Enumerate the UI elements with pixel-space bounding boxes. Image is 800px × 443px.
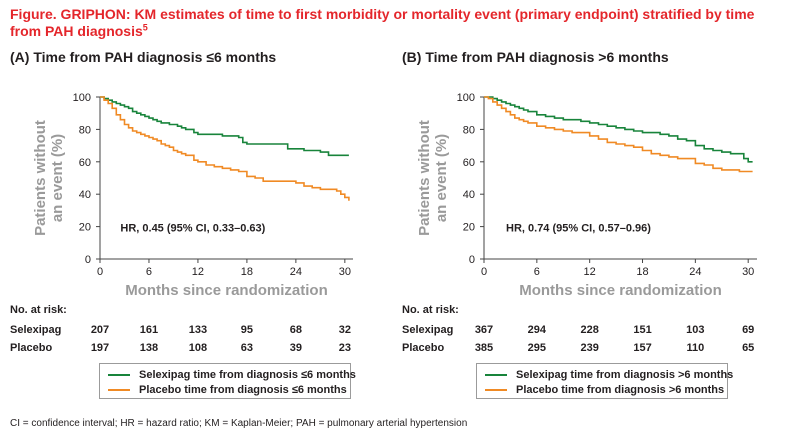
km-curve-placebo (484, 96, 753, 173)
legend-label-selexipag: Selexipag time from diagnosis >6 months (516, 369, 734, 381)
legend-swatch-placebo (485, 389, 507, 391)
figure-title-text: Figure. GRIPHON: KM estimates of time to… (10, 6, 755, 39)
y-tick-label: 60 (79, 157, 91, 169)
y-tick-label: 20 (79, 222, 91, 234)
x-tick-label: 18 (241, 266, 253, 278)
risk-count: 110 (686, 342, 705, 354)
y-axis-label-line1: Patients without (416, 120, 433, 236)
legend-label-placebo: Placebo time from diagnosis ≤6 months (139, 384, 347, 396)
risk-count: 68 (289, 324, 302, 336)
risk-count: 32 (338, 324, 351, 336)
hazard-ratio-annotation: HR, 0.45 (95% CI, 0.33–0.63) (120, 222, 265, 234)
legend-item-placebo: Placebo time from diagnosis ≤6 months (108, 383, 347, 397)
legend-swatch-selexipag (108, 374, 130, 376)
risk-count: 207 (90, 324, 110, 336)
legend-label-placebo: Placebo time from diagnosis >6 months (516, 384, 725, 396)
y-tick-label: 20 (463, 222, 475, 234)
legend-label-selexipag: Selexipag time from diagnosis ≤6 months (139, 369, 356, 381)
legend-item-selexipag: Selexipag time from diagnosis >6 months (485, 368, 733, 382)
y-tick-label: 0 (85, 254, 91, 266)
x-tick-label: 6 (534, 266, 540, 278)
legend-panel-a: Selexipag time from diagnosis ≤6 months … (99, 363, 356, 399)
legend-item-placebo: Placebo time from diagnosis >6 months (485, 383, 724, 397)
x-tick-label: 12 (192, 266, 204, 278)
risk-count: 385 (474, 342, 494, 354)
risk-count: 23 (338, 342, 351, 354)
risk-count: 138 (139, 342, 159, 354)
risk-row-label: Selexipag (10, 324, 62, 336)
risk-row-label: Placebo (10, 342, 53, 354)
legend-swatch-selexipag (485, 374, 507, 376)
legend-item-selexipag: Selexipag time from diagnosis ≤6 months (108, 368, 356, 382)
legend-swatch-placebo (108, 389, 130, 391)
risk-count: 367 (474, 324, 494, 336)
y-tick-label: 100 (73, 92, 91, 104)
risk-row-label: Selexipag (402, 324, 454, 336)
risk-count: 157 (633, 342, 652, 354)
y-tick-label: 40 (463, 189, 475, 201)
risk-count: 197 (90, 342, 110, 354)
x-tick-label: 30 (742, 266, 754, 278)
hazard-ratio-annotation: HR, 0.74 (95% CI, 0.57–0.96) (506, 222, 651, 234)
figure-title-superscript: 5 (142, 22, 148, 33)
risk-count: 151 (633, 324, 652, 336)
km-curve-selexipag (100, 96, 349, 157)
risk-table-header: No. at risk: (402, 304, 459, 316)
y-tick-label: 60 (463, 157, 475, 169)
x-tick-label: 24 (689, 266, 701, 278)
km-curve-selexipag (484, 96, 753, 163)
risk-count: 161 (139, 324, 159, 336)
risk-count: 228 (580, 324, 599, 336)
risk-count: 133 (188, 324, 208, 336)
panel-b-title: (B) Time from PAH diagnosis >6 months (402, 49, 669, 65)
x-tick-label: 18 (636, 266, 648, 278)
legend-panel-b: Selexipag time from diagnosis >6 months … (476, 363, 733, 399)
x-axis-label: Months since randomization (125, 282, 328, 299)
x-tick-label: 24 (290, 266, 302, 278)
y-tick-label: 100 (457, 92, 475, 104)
risk-row-label: Placebo (402, 342, 445, 354)
risk-count: 95 (240, 324, 254, 336)
figure-title: Figure. GRIPHON: KM estimates of time to… (10, 6, 770, 40)
y-tick-label: 0 (469, 254, 475, 266)
panel-a-title: (A) Time from PAH diagnosis ≤6 months (10, 49, 277, 65)
risk-count: 294 (527, 324, 546, 336)
x-axis-label: Months since randomization (519, 282, 722, 299)
y-tick-label: 80 (79, 124, 91, 136)
y-tick-label: 80 (463, 124, 475, 136)
km-chart-panel-a: 0 20 40 60 80 100 0 6 12 18 24 30 Months since rando… (32, 92, 353, 299)
x-tick-label: 0 (481, 266, 487, 278)
y-axis-label-line2: an event (%) (433, 134, 450, 222)
km-curve-placebo (100, 96, 350, 201)
y-axis-label-line2: an event (%) (49, 134, 66, 222)
risk-count: 103 (686, 324, 705, 336)
risk-count: 65 (742, 342, 755, 354)
risk-count: 39 (289, 342, 302, 354)
risk-count: 295 (527, 342, 546, 354)
x-tick-label: 6 (146, 266, 152, 278)
x-tick-label: 30 (339, 266, 351, 278)
risk-count: 108 (188, 342, 208, 354)
x-tick-label: 12 (584, 266, 596, 278)
footnote: CI = confidence interval; HR = hazard ra… (10, 418, 468, 429)
risk-table-header: No. at risk: (10, 304, 67, 316)
risk-count: 69 (742, 324, 755, 336)
x-tick-label: 0 (97, 266, 103, 278)
risk-count: 239 (580, 342, 599, 354)
y-axis-label-line1: Patients without (32, 120, 49, 236)
risk-count: 63 (240, 342, 254, 354)
km-chart-panel-b: 0 20 40 60 80 100 0 6 12 18 24 30 Months since rando… (416, 92, 757, 299)
y-tick-label: 40 (79, 189, 91, 201)
